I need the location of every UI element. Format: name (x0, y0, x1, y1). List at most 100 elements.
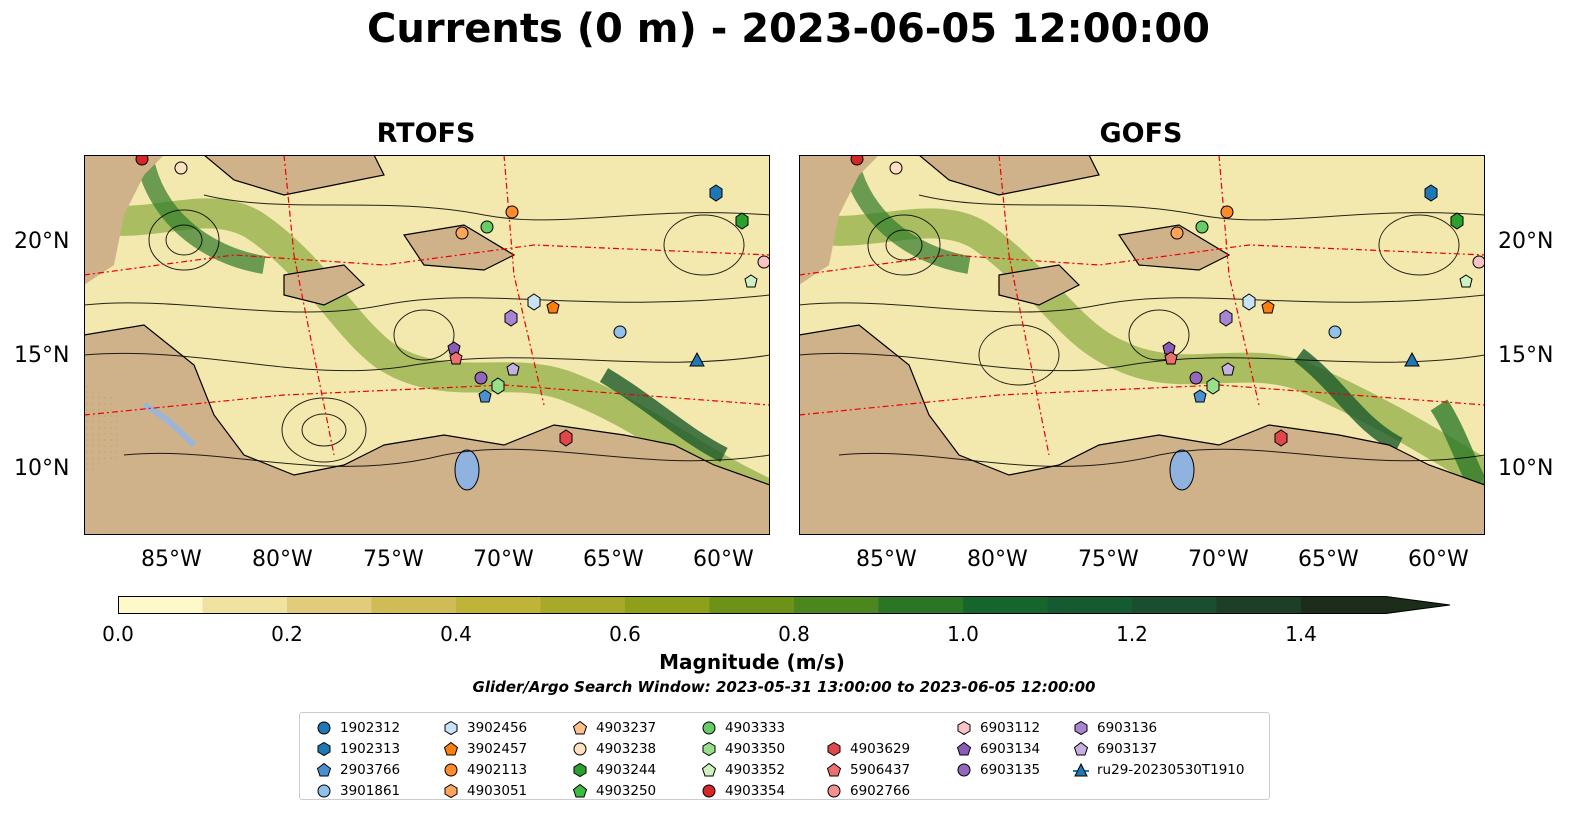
legend-label: 6903136 (1097, 719, 1158, 736)
circle-marker-icon (573, 742, 587, 755)
colorbar-label: Magnitude (m/s) (659, 650, 845, 674)
lat-tick-label: 15°N (1498, 343, 1554, 368)
legend-item: ru29-20230530T1910 (1073, 759, 1244, 780)
legend-item: 4903244 (572, 759, 656, 780)
legend-item: 4903333 (701, 717, 785, 738)
legend-item: 5906437 (826, 759, 910, 780)
legend-label: 4903333 (725, 719, 786, 736)
hexagon-marker-icon (573, 762, 587, 777)
circle-marker-icon (827, 784, 841, 797)
legend-label: 4903051 (467, 782, 528, 799)
circle-marker-icon (444, 763, 458, 776)
search-window-text: Glider/Argo Search Window: 2023-05-31 13… (472, 678, 1096, 696)
legend-label: 4903244 (596, 761, 657, 778)
lon-tick-label: 80°W (967, 547, 1028, 572)
triangle-marker-icon (1073, 762, 1089, 776)
colorbar-segment (1216, 596, 1302, 614)
legend-item: 4903237 (572, 717, 656, 738)
legend-item: 4903051 (443, 780, 527, 801)
colorbar-segment (371, 596, 457, 614)
legend-label: 6902766 (850, 782, 911, 799)
circle-marker-icon (702, 784, 716, 797)
hexagon-marker-icon (827, 741, 841, 756)
colorbar-segment (1301, 596, 1386, 614)
legend-item: 3902457 (443, 738, 527, 759)
colorbar-tick-label: 0.8 (778, 622, 810, 646)
hexagon-marker-icon (1074, 720, 1088, 735)
legend-item: 4902113 (443, 759, 527, 780)
lon-tick-label: 65°W (583, 547, 644, 572)
legend-item: 4903238 (572, 738, 656, 759)
hexagon-marker-icon (957, 720, 971, 735)
legend-label: 6903137 (1097, 740, 1158, 757)
legend-label: 4903354 (725, 782, 786, 799)
legend-label: ru29-20230530T1910 (1097, 761, 1245, 778)
lat-tick-label: 10°N (14, 456, 70, 481)
legend-item: 6903112 (956, 717, 1040, 738)
lon-tick-label: 65°W (1298, 547, 1359, 572)
lon-tick-label: 80°W (252, 547, 313, 572)
colorbar-tick-label: 0.4 (440, 622, 472, 646)
panel-title-gofs: GOFS (1099, 118, 1183, 149)
legend-label: 3901861 (340, 782, 401, 799)
colorbar-tick-label: 0.6 (609, 622, 641, 646)
lon-tick-label: 70°W (473, 547, 534, 572)
legend-item: 3902456 (443, 717, 527, 738)
legend-item: 6903134 (956, 738, 1040, 759)
lat-tick-label: 20°N (14, 229, 70, 254)
pentagon-marker-icon (572, 783, 588, 797)
lon-tick-label: 75°W (1078, 547, 1139, 572)
legend-label: 6903112 (980, 719, 1041, 736)
hexagon-marker-icon (702, 741, 716, 756)
panel-title-rtofs: RTOFS (376, 118, 476, 149)
colorbar-segment (118, 596, 203, 614)
legend-label: 4903352 (725, 761, 786, 778)
lat-tick-label: 15°N (14, 343, 70, 368)
legend-label: 4903237 (596, 719, 657, 736)
colorbar-tick-label: 0.0 (102, 622, 134, 646)
legend-item: 4903629 (826, 738, 910, 759)
colorbar-segment (625, 596, 710, 614)
legend-label: 6903134 (980, 740, 1041, 757)
circle-marker-icon (317, 784, 331, 797)
colorbar-tick-label: 1.4 (1285, 622, 1317, 646)
circle-marker-icon (702, 721, 716, 734)
legend-label: 5906437 (850, 761, 911, 778)
map-gofs[interactable] (799, 155, 1485, 535)
circle-marker-icon (317, 721, 331, 734)
lon-tick-label: 70°W (1188, 547, 1249, 572)
colorbar-tick-label: 0.2 (271, 622, 303, 646)
legend-item: 6903135 (956, 759, 1040, 780)
legend: 1902312 1902313 2903766 3901861 3902456 39024… (299, 712, 1270, 800)
legend-item: 3901861 (316, 780, 400, 801)
colorbar-tick-label: 1.0 (947, 622, 979, 646)
colorbar-segment (709, 596, 795, 614)
lat-tick-label: 20°N (1498, 229, 1554, 254)
pentagon-marker-icon (1073, 741, 1089, 755)
colorbar-segment (1132, 596, 1217, 614)
legend-label: 1902312 (340, 719, 401, 736)
legend-label: 4903238 (596, 740, 657, 757)
colorbar-segment (1047, 596, 1133, 614)
hexagon-marker-icon (444, 720, 458, 735)
pentagon-marker-icon (443, 741, 459, 755)
legend-item: 1902312 (316, 717, 400, 738)
lon-tick-label: 85°W (856, 547, 917, 572)
legend-label: 3902457 (467, 740, 528, 757)
pentagon-marker-icon (956, 741, 972, 755)
circle-marker-icon (957, 763, 971, 776)
colorbar-segment (540, 596, 626, 614)
legend-item: 4903350 (701, 738, 785, 759)
legend-item: 2903766 (316, 759, 400, 780)
legend-label: 4903629 (850, 740, 911, 757)
hexagon-marker-icon (444, 783, 458, 798)
colorbar (118, 596, 1453, 620)
legend-item: 4903352 (701, 759, 785, 780)
colorbar-tick-label: 1.2 (1116, 622, 1148, 646)
legend-item: 4903250 (572, 780, 656, 801)
map-rtofs[interactable] (84, 155, 770, 535)
legend-item: 4903354 (701, 780, 785, 801)
hexagon-marker-icon (317, 741, 331, 756)
legend-label: 4903350 (725, 740, 786, 757)
lon-tick-label: 60°W (693, 547, 754, 572)
